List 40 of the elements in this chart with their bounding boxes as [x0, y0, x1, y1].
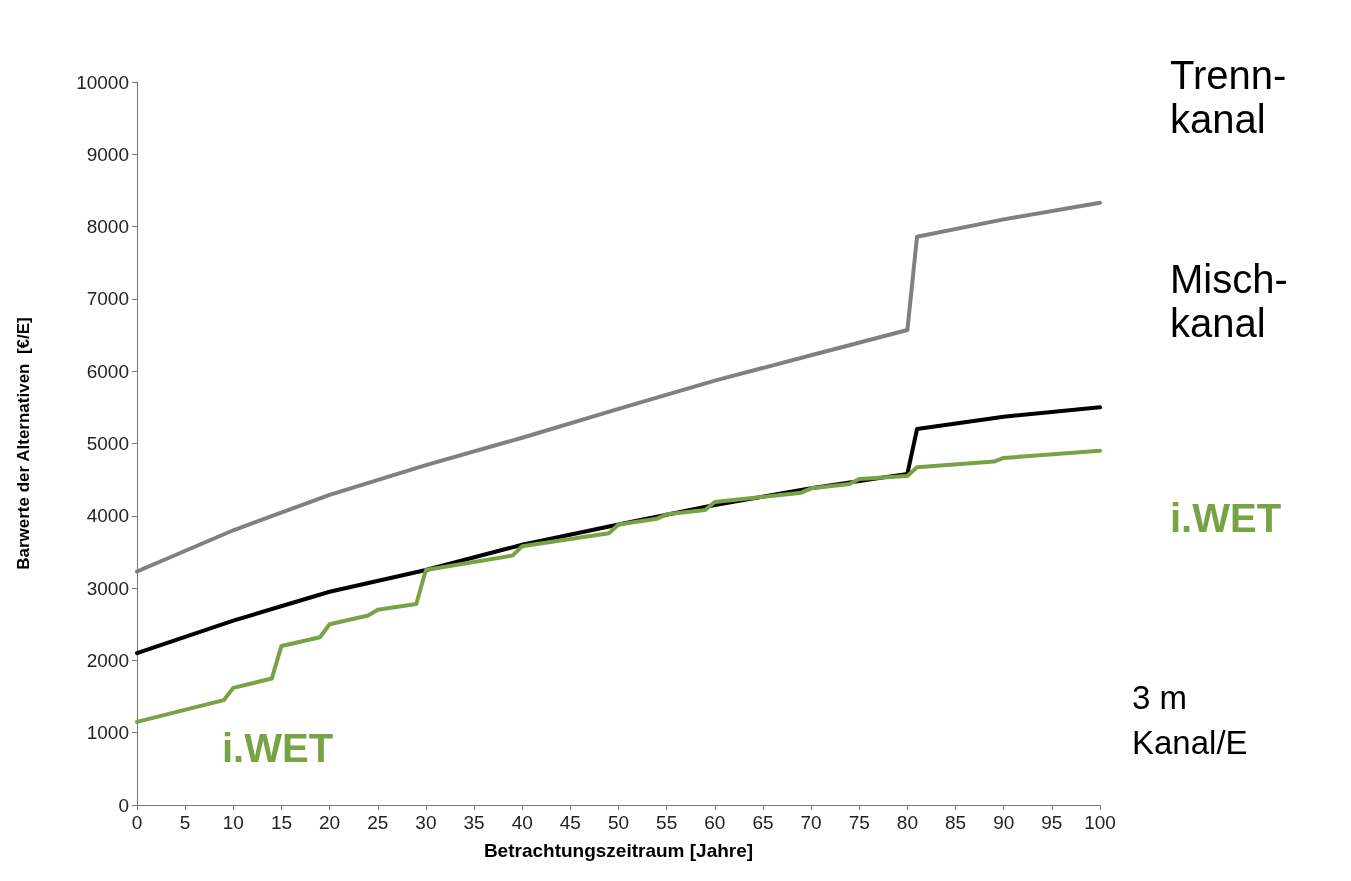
- text: Misch- kanal: [1170, 257, 1288, 346]
- x-tick-label: 85: [944, 812, 967, 833]
- x-tick-label: 45: [559, 812, 581, 833]
- annotation: i.WET: [222, 726, 334, 770]
- y-tick-label: 8000: [86, 216, 129, 238]
- text: 3 m Kanal/E: [1132, 679, 1248, 761]
- x-axis-title: Betrachtungszeitraum [Jahre]: [483, 840, 754, 861]
- x-tick-label: 50: [607, 812, 630, 833]
- x-tick-label: 80: [896, 812, 918, 833]
- y-tick-label: 1000: [86, 722, 129, 744]
- x-tick-label: 100: [1084, 812, 1116, 833]
- x-tick-label: 15: [270, 812, 293, 833]
- x-tick-label: 75: [848, 812, 870, 833]
- x-tick-label: 25: [367, 812, 389, 833]
- y-tick-label: 4000: [86, 505, 129, 527]
- text: Trenn- kanal: [1170, 52, 1287, 141]
- y-axis-title: Barwerte der Alternativen [€/E]: [14, 317, 33, 570]
- x-tick-label: 65: [752, 812, 774, 833]
- x-tick-label: 35: [463, 812, 485, 833]
- x-tick-label: 20: [319, 812, 341, 833]
- x-tick-label: 60: [704, 812, 726, 833]
- x-tick-label: 70: [800, 812, 822, 833]
- x-tick-label: 95: [1041, 812, 1063, 833]
- x-tick-label: 0: [131, 812, 143, 833]
- y-tick-label: 10000: [76, 71, 129, 93]
- y-tick-label: 9000: [86, 143, 129, 165]
- line-series: [135, 448, 1102, 724]
- y-tick-label: 0: [118, 794, 129, 816]
- x-tick-label: 40: [511, 812, 533, 833]
- y-tick-label: 3000: [86, 577, 129, 599]
- x-tick-label: 5: [179, 812, 191, 833]
- text: i.WET: [1170, 495, 1282, 540]
- y-tick-label: 6000: [86, 360, 129, 382]
- x-tick-label: 55: [656, 812, 678, 833]
- y-tick-label: 5000: [86, 433, 129, 454]
- x-tick-label: 30: [415, 812, 437, 833]
- y-tick-label: 2000: [86, 649, 129, 671]
- x-tick-label: 10: [222, 812, 244, 833]
- x-tick-label: 90: [993, 812, 1015, 833]
- y-tick-label: 7000: [86, 288, 129, 310]
